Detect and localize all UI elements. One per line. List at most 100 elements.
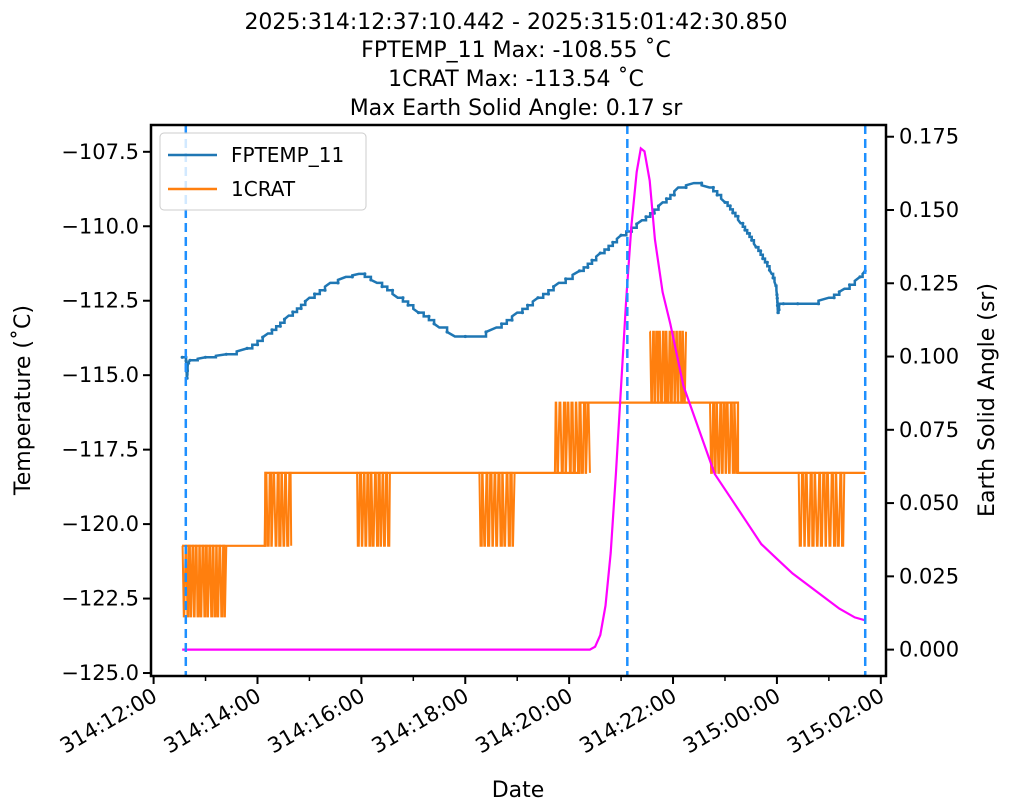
y-right-tick-label-7: 0.175 — [899, 125, 959, 149]
fptemp-11-point — [700, 181, 704, 185]
fptemp-11-point — [500, 322, 504, 326]
fptemp-11-point — [644, 215, 648, 219]
fptemp-11-point — [672, 193, 676, 197]
fptemp-11-point — [743, 228, 747, 232]
fptemp-11-point — [552, 285, 556, 289]
fptemp-11-point — [520, 311, 525, 315]
y-tick-label-4: −117.5 — [61, 438, 139, 462]
fptemp-11-point — [291, 310, 295, 314]
y-axis-right-label: Earth Solid Angle (sr) — [975, 283, 1000, 517]
fptemp-11-point — [406, 303, 410, 307]
fptemp-11-point — [363, 272, 367, 276]
x-tick-label-7: 315:02:00 — [783, 684, 888, 759]
series-1crat-burst-3 — [478, 471, 516, 547]
y-right-tick-label-0: 0.000 — [899, 638, 959, 662]
series-1crat-burst-7 — [797, 471, 846, 547]
fptemp-11-point — [526, 303, 530, 307]
fptemp-11-point — [299, 306, 303, 311]
fptemp-11-point — [754, 245, 758, 249]
fptemp-11-point — [741, 221, 745, 225]
series-earth-solid-angle-line — [182, 146, 866, 651]
y-axis-label: Temperature (˚C) — [11, 305, 36, 496]
fptemp-11-point — [278, 324, 282, 328]
fptemp-11-point — [776, 311, 780, 315]
fptemp-11-point — [186, 361, 190, 365]
fptemp-11-point — [750, 238, 754, 242]
fptemp-11-point — [771, 276, 775, 280]
fptemp-11-point — [510, 318, 514, 322]
fptemp-11-point — [728, 204, 732, 208]
y-right-tick-label-4: 0.100 — [899, 345, 959, 369]
fptemp-11-point — [564, 277, 568, 281]
fptemp-11-point — [747, 231, 752, 236]
fptemp-11-point — [261, 335, 265, 339]
fptemp-11-point — [837, 290, 841, 294]
y-tick-label-0: −107.5 — [61, 140, 139, 164]
fptemp-11-point — [224, 352, 228, 356]
fptemp-11-point — [858, 275, 862, 279]
fptemp-11-point — [484, 330, 488, 334]
fptemp-11-point — [619, 233, 623, 237]
series-1crat-burst-2 — [356, 471, 391, 547]
y-right-tick-label-6: 0.150 — [899, 198, 959, 222]
fptemp-11-point — [369, 278, 373, 282]
y-right-tick-label-1: 0.025 — [899, 564, 959, 588]
legend-box — [159, 132, 367, 211]
y-tick-label-5: −120.0 — [61, 512, 139, 536]
fptemp-11-point — [390, 288, 395, 292]
y-right-tick-label-3: 0.075 — [899, 418, 959, 442]
fptemp-11-point — [775, 296, 779, 300]
fptemp-11-point — [775, 293, 779, 297]
fptemp-11-point — [598, 251, 602, 255]
fptemp-11-point — [759, 249, 763, 253]
fptemp-11-point — [416, 311, 421, 315]
fptemp-11-point — [777, 308, 781, 312]
x-tick-label-1: 314:14:00 — [160, 684, 265, 759]
series-1crat-burst-6 — [709, 401, 739, 474]
title-line-time-range: 2025:314:12:37:10.442 - 2025:315:01:42:3… — [244, 10, 787, 35]
fptemp-11-point — [445, 330, 449, 334]
y-tick-label-3: −115.0 — [61, 363, 139, 387]
plot-frame — [149, 123, 888, 678]
series-1crat-burst-5 — [649, 330, 687, 404]
fptemp-11-point — [270, 328, 274, 332]
fptemp-11-point — [380, 285, 384, 289]
fptemp-11-point — [607, 247, 611, 252]
x-tick-label-4: 314:20:00 — [471, 684, 576, 759]
fptemp-11-point — [188, 358, 192, 362]
x-tick-label-2: 314:16:00 — [264, 684, 369, 759]
fptemp-11-point — [775, 303, 780, 308]
fptemp-11-point — [656, 204, 661, 208]
fptemp-11-point — [816, 302, 821, 306]
fptemp-11-point — [546, 292, 551, 296]
axes: 314:12:00314:14:00314:16:00314:18:00314:… — [56, 125, 959, 758]
fptemp-11-point — [336, 281, 340, 285]
legend-label-fptemp-11: FPTEMP_11 — [231, 143, 344, 167]
fptemp-11-point — [731, 211, 735, 215]
fptemp-11-point — [536, 296, 540, 300]
fptemp-11-point — [586, 265, 590, 269]
fptemp-11-point — [590, 258, 594, 262]
fptemp-11-point — [611, 240, 615, 244]
fptemp-11-point — [401, 296, 405, 300]
fptemp-11-point — [350, 275, 354, 279]
x-axis-label: Date — [492, 778, 545, 803]
fptemp-11-point — [765, 260, 769, 264]
legend-label-1crat: 1CRAT — [231, 177, 296, 201]
fptemp-11-point — [577, 269, 582, 273]
x-tick-label-0: 314:12:00 — [56, 684, 161, 759]
fptemp-11-point — [463, 334, 467, 339]
y-tick-label-6: −122.5 — [61, 587, 139, 611]
y-right-tick-label-2: 0.050 — [899, 491, 959, 515]
fptemp-11-point — [255, 343, 260, 347]
fptemp-11-point — [303, 299, 307, 303]
fptemp-11-point — [282, 317, 287, 321]
fptemp-11-point — [761, 257, 765, 261]
fptemp-11-point — [245, 346, 249, 350]
fptemp-11-point — [432, 322, 436, 326]
fptemp-11-point — [427, 314, 431, 318]
fptemp-11-point — [715, 193, 719, 197]
y-tick-label-1: −110.0 — [61, 214, 139, 238]
title-line-earth-solid-angle: Max Earth Solid Angle: 0.17 sr — [350, 96, 684, 121]
series-1crat-burst-1 — [263, 471, 293, 547]
